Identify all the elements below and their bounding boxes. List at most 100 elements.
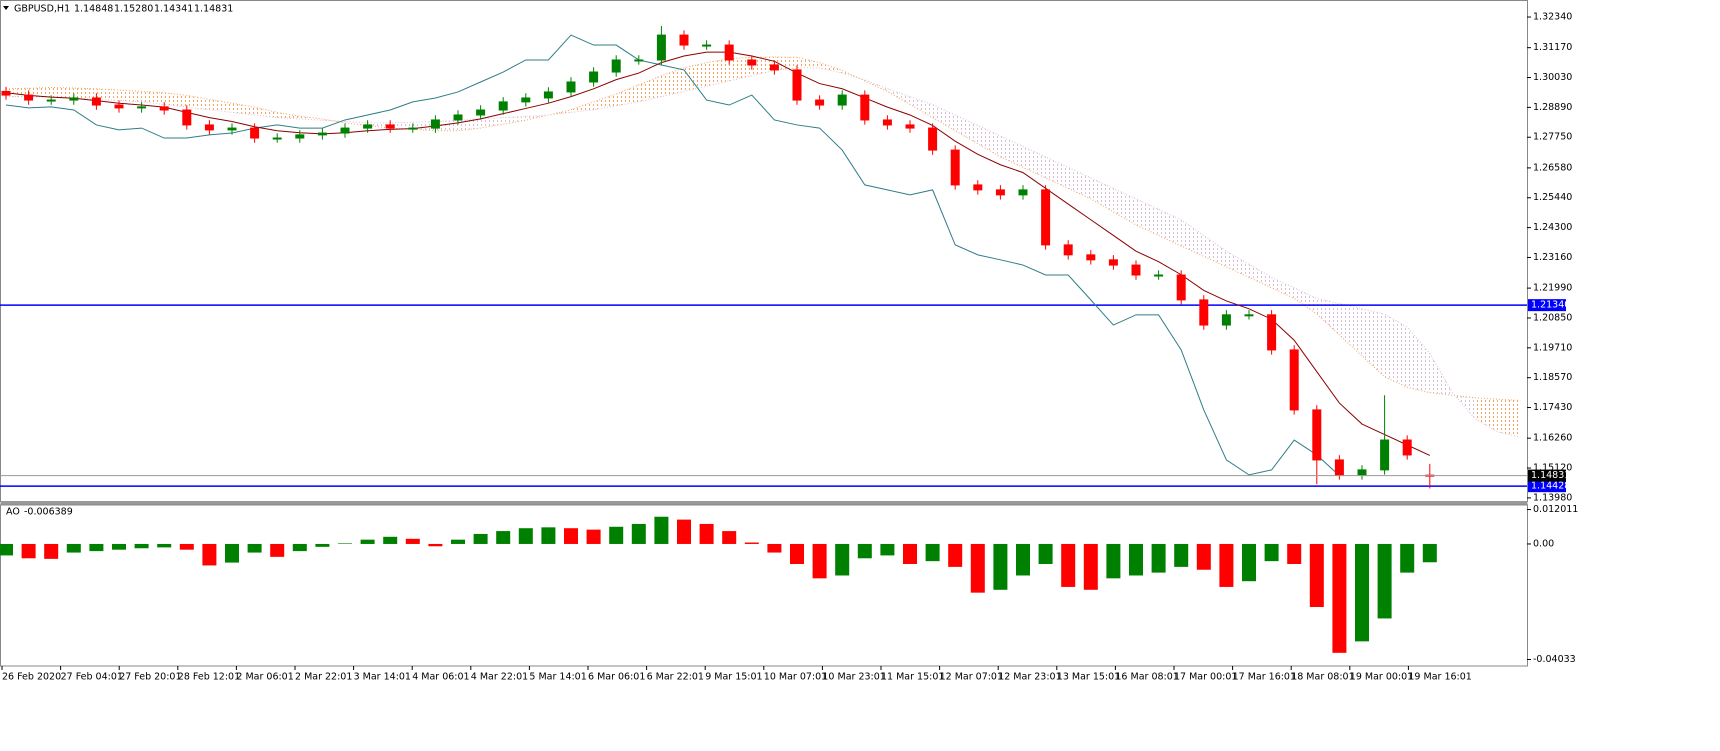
candle-body [137,106,147,109]
span-a-line [5,56,1521,401]
panel-separator [0,501,1528,505]
indicator-y-tick-label: 0.00 [1533,538,1554,549]
cloud-segment [1203,235,1227,267]
cloud-segment [164,92,187,108]
y-tick-label: 1.13980 [1533,492,1572,503]
candle-body [1267,314,1277,351]
cloud-segment [367,122,391,129]
candle-body [679,34,689,46]
background [0,0,1720,690]
candle-body [1041,189,1051,246]
y-tick-label: 1.21990 [1533,283,1572,294]
cloud-segment [638,75,662,102]
cloud-segment [141,91,165,105]
y-tick-label: 1.28890 [1533,102,1572,113]
ohlc-label: 1.14831 [194,4,233,15]
candle-body [611,59,621,73]
indicator-y-tick-label: -0.04033 [1533,654,1576,665]
span-b-line [6,67,1521,438]
cloud-segment [819,62,843,74]
y-tick-label: 1.30030 [1533,72,1572,83]
ao-bar [857,543,872,559]
cloud-segment [706,58,730,87]
cloud-segment [751,56,775,76]
ao-bar [270,543,285,557]
ao-bar [541,527,556,544]
cloud-segment [277,112,300,119]
ohlc-label: 1.14848 [74,4,113,15]
ao-bar [1174,543,1189,567]
x-tick-label: 19 Mar 00:01 [1350,672,1413,683]
ao-bar [925,543,940,562]
cloud-segment [1271,277,1295,299]
x-tick-label: 12 Mar 07:01 [940,672,1003,683]
cloud-segment [616,84,639,106]
ao-bar [699,523,714,544]
ao-bar [225,543,239,563]
candle-body [566,81,576,93]
x-tick-label: 27 Feb 20:01 [119,672,181,683]
candle-body [1221,314,1231,326]
candle-body [702,44,712,47]
y-tick-label: 1.18570 [1533,372,1572,383]
menu-arrow[interactable] [3,6,9,10]
candle-body [250,127,260,139]
candle-body [1176,274,1186,301]
candle-body [476,109,486,116]
ao-bar [1377,543,1392,619]
ao-bar [338,543,352,544]
cloud-segment [932,104,956,131]
candle-body [1244,314,1254,317]
ohlc-label: 1.14341 [154,4,193,15]
ao-bar [518,528,533,544]
y-tick-label: 1.27750 [1533,132,1572,143]
x-tick-label: 11 Mar 15:01 [881,672,944,683]
candle-body [769,64,779,71]
cloud-segment [96,88,119,101]
candle-body [340,127,350,134]
candle-body [272,137,282,140]
ao-bar [1355,543,1369,642]
candle-body [521,97,531,103]
cloud-segment [390,122,413,130]
candle-body [295,134,305,139]
candle-body [363,124,373,129]
ao-bar [970,543,985,593]
candle-body [204,124,214,131]
candle-body [928,127,938,151]
ohlc-label: 1.15280 [114,4,153,15]
candle-body [882,119,892,126]
chart: GBPUSD,H1 1.14848 1.15280 1.14341 1.148311.3… [0,0,1720,690]
ao-bar [1151,543,1166,573]
candle-body [656,34,666,61]
ao-bar [677,519,691,544]
candle-body [69,97,79,101]
x-tick-label: 2 Mar 06:01 [236,672,293,683]
candle-body [1018,189,1028,196]
cloud-segment [797,57,820,68]
candle-body [385,124,395,129]
y-tick-label: 1.16260 [1533,433,1572,444]
cloud-segment [232,103,255,115]
ao-bar [880,543,895,556]
ao-bar [1083,543,1098,590]
ao-bar [1129,543,1143,576]
cloud-segment [887,88,910,105]
candle-body [1,90,11,96]
ao-bar [21,543,36,559]
cloud-segment [28,87,52,98]
ao-bar [292,543,307,552]
x-tick-label: 13 Mar 15:01 [1057,672,1120,683]
cloud-segment [571,101,594,113]
candle-body [995,189,1005,196]
ao-bar [1219,543,1234,587]
cloud-segment [186,95,210,110]
candle-body [1199,299,1209,326]
ao-bar [812,543,827,579]
lagging-span-line [5,34,1340,476]
cloud-segment [955,114,978,144]
ao-bar [1309,543,1324,607]
ao-bar [112,543,126,550]
candle-body [973,184,983,191]
cloud-segment [254,107,278,118]
